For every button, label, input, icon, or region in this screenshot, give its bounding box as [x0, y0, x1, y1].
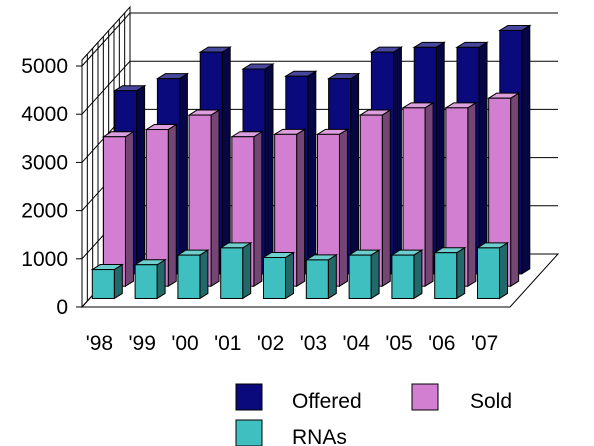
bar-rnas-98 — [90, 263, 125, 300]
legend: Offered Sold RNAs — [235, 383, 512, 446]
bar-sold-04 — [358, 109, 392, 288]
x-tick-label: '01 — [214, 332, 241, 355]
gridline-wall — [81, 60, 131, 115]
x-tick-label: '07 — [471, 332, 498, 355]
bar-rnas-05 — [390, 249, 424, 300]
bar-rnas-02 — [261, 251, 296, 300]
legend-label: RNAs — [292, 426, 347, 446]
bar-sold-99 — [144, 123, 178, 288]
bar-rnas-01 — [218, 241, 253, 300]
legend-label: Sold — [470, 390, 512, 413]
y-tick-label: 4000 — [21, 103, 68, 126]
x-tick-label: '98 — [86, 332, 113, 355]
legend-item-rnas: RNAs — [235, 419, 347, 446]
y-tick-label: 2000 — [21, 200, 68, 223]
gridline-wall — [81, 12, 131, 67]
x-tick-label: '04 — [343, 332, 371, 355]
y-axis: 0 1000 2000 3000 4000 5000 — [21, 55, 83, 319]
bar-sold-05 — [401, 101, 435, 288]
legend-label: Offered — [292, 390, 362, 413]
bar-rnas-07 — [475, 241, 510, 300]
bar-sold-98 — [101, 130, 136, 288]
x-tick-label: '99 — [129, 332, 156, 355]
x-tick-label: '00 — [171, 332, 198, 355]
bar-sold-06 — [444, 101, 478, 288]
x-tick-label: '05 — [385, 332, 412, 355]
legend-swatch — [411, 383, 439, 411]
bar-rnas-99 — [133, 258, 167, 300]
bar-rnas-00 — [176, 249, 210, 300]
bar-sold-03 — [315, 128, 350, 288]
legend-swatch — [235, 383, 263, 411]
bar-rnas-06 — [432, 246, 467, 300]
bar-rnas-03 — [304, 254, 339, 300]
bar-sold-07 — [486, 92, 521, 288]
x-tick-label: '06 — [428, 332, 455, 355]
bars — [90, 24, 532, 300]
legend-item-sold: Sold — [411, 383, 512, 413]
x-tick-label: '03 — [300, 332, 327, 355]
y-tick-label: 3000 — [21, 151, 68, 174]
x-tick-label: '02 — [257, 332, 284, 355]
bar-rnas-04 — [347, 249, 381, 300]
y-tick-label: 5000 — [21, 55, 68, 78]
bar-sold-00 — [187, 109, 221, 288]
legend-swatch — [235, 419, 263, 446]
bar-sold-02 — [272, 128, 307, 288]
y-tick-label: 1000 — [21, 248, 68, 271]
legend-item-offered: Offered — [235, 383, 362, 413]
y-tick-label: 0 — [56, 296, 68, 319]
x-axis: '98 '99 '00 '01 '02 '03 '04 '05 '06 '07 — [86, 332, 499, 355]
